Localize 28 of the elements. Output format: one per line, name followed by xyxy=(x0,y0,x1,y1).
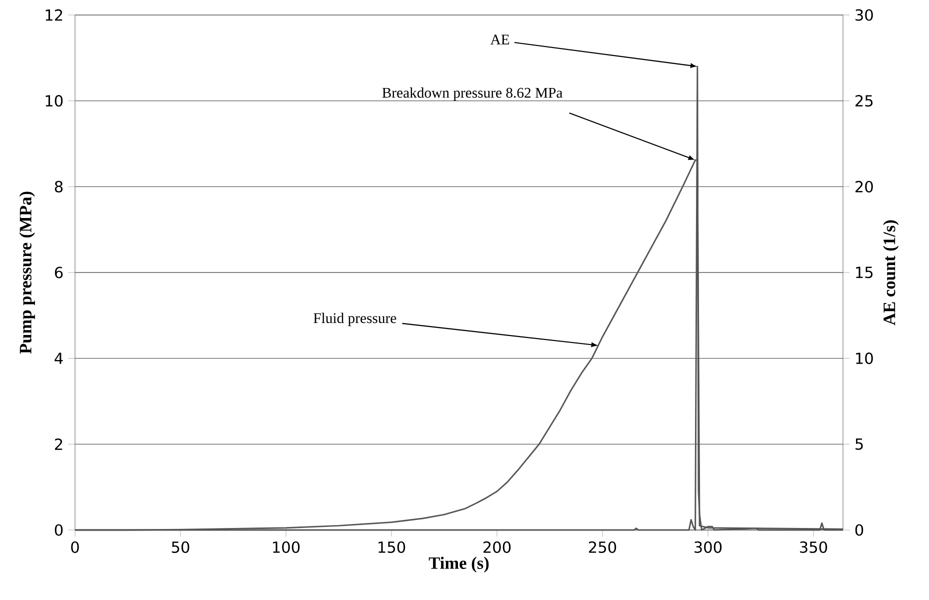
y-tick-label: 4 xyxy=(54,352,63,364)
annotation: Breakdown pressure 8.62 MPa xyxy=(382,87,563,101)
y2-axis-title: AE count (1/s) xyxy=(883,220,899,326)
x-tick-label: 350 xyxy=(800,541,828,553)
y-tick-label: 12 xyxy=(46,9,62,21)
annotation: Fluid pressure xyxy=(314,312,396,326)
y-axis-title: Pump pressure (MPa) xyxy=(19,192,35,354)
annotation: AE xyxy=(490,34,510,44)
y2-tick-label: 15 xyxy=(856,266,873,278)
y2-tick-label: 20 xyxy=(856,180,873,192)
x-axis-title: Time (s) xyxy=(428,556,489,572)
y2-tick-label: 10 xyxy=(856,352,873,364)
x-tick-label: 50 xyxy=(172,541,190,553)
y-tick-label: 6 xyxy=(54,266,63,278)
y2-tick-label: 30 xyxy=(856,9,873,21)
y-tick-label: 10 xyxy=(46,95,63,107)
y-tick-label: 2 xyxy=(55,438,62,450)
x-tick-label: 150 xyxy=(378,541,406,553)
x-tick-label: 250 xyxy=(588,541,616,553)
y2-tick-label: 0 xyxy=(855,524,864,536)
y2-tick-label: 5 xyxy=(856,438,863,450)
y-tick-label: 0 xyxy=(54,524,63,536)
x-tick-label: 100 xyxy=(273,541,300,553)
x-tick-label: 300 xyxy=(694,541,722,553)
x-tick-label: 0 xyxy=(71,541,79,553)
y2-tick-label: 25 xyxy=(856,95,873,107)
x-tick-label: 200 xyxy=(483,541,511,553)
y-tick-label: 8 xyxy=(54,180,63,192)
